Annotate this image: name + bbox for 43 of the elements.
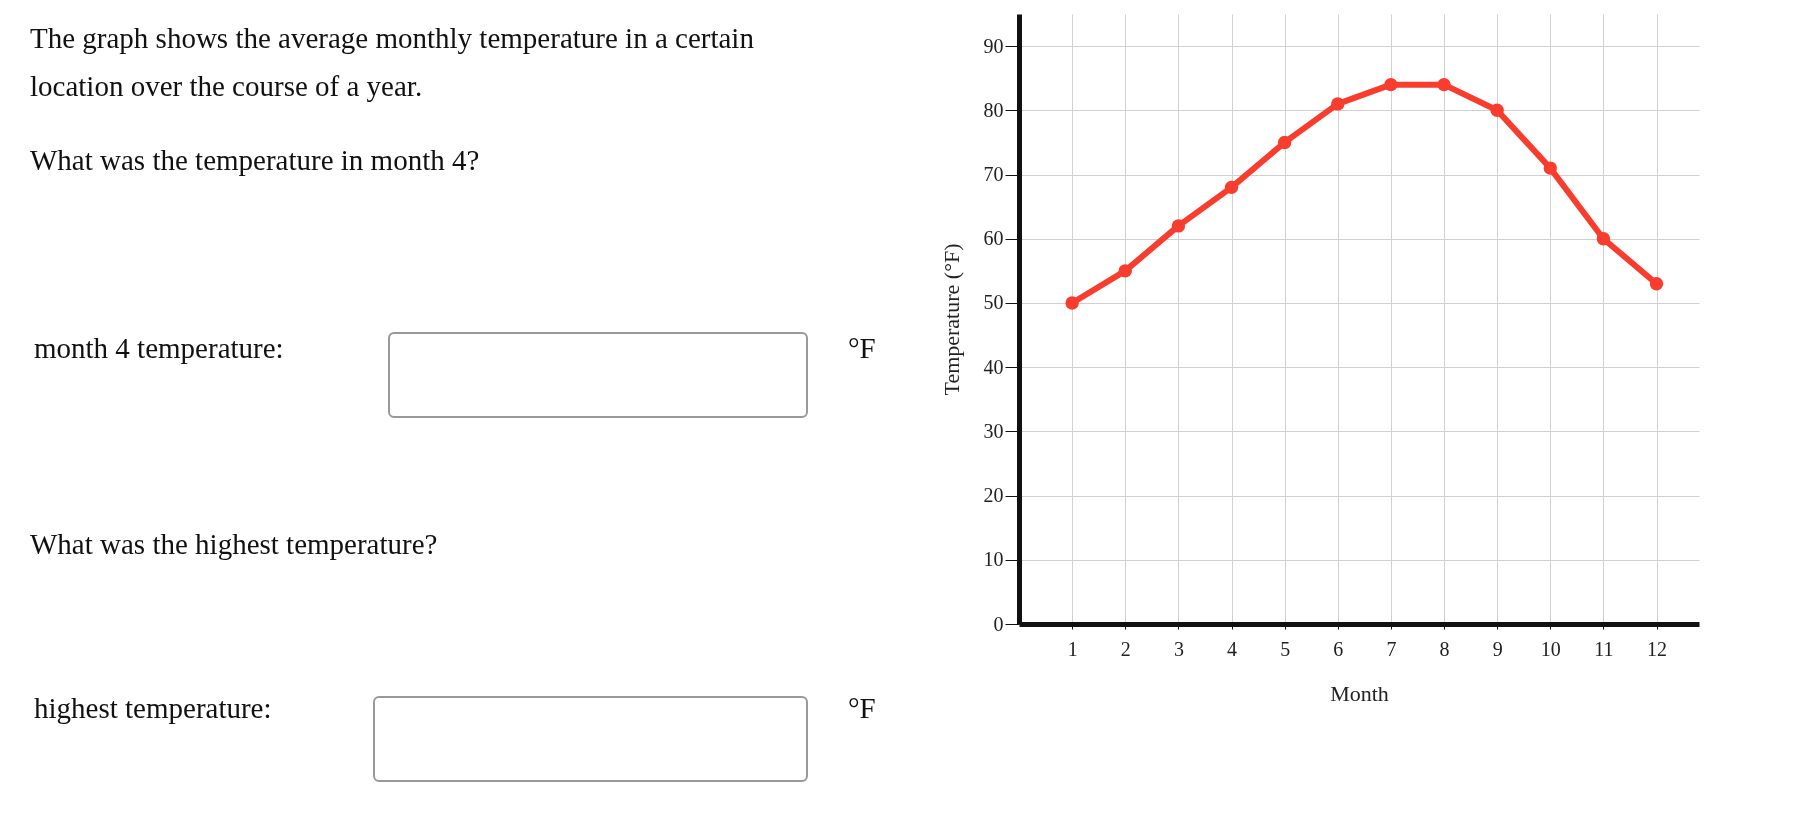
point xyxy=(1118,264,1132,278)
y-tick-label: 80 xyxy=(983,98,1004,121)
x-tick-label: 6 xyxy=(1333,637,1344,660)
x-tick-label: 3 xyxy=(1173,637,1184,660)
x-tick-label: 9 xyxy=(1492,637,1503,660)
text: What was the highest temperature? xyxy=(30,527,439,562)
point xyxy=(1543,161,1557,175)
y-tick-label: 30 xyxy=(983,419,1004,442)
x-tick-label: 12 xyxy=(1647,637,1667,660)
point xyxy=(1331,97,1345,111)
x-tick-label: 4 xyxy=(1227,637,1237,660)
y-axis-title: Temperature (°F) xyxy=(938,243,964,396)
point xyxy=(1384,77,1398,92)
text: highest temperature: xyxy=(34,691,272,726)
text: °F xyxy=(848,331,876,366)
x-tick-label: 5 xyxy=(1280,637,1291,660)
x-tick-label: 11 xyxy=(1594,637,1614,660)
x-tick-label: 8 xyxy=(1439,637,1450,660)
point xyxy=(1596,232,1611,246)
y-tick-label: 0 xyxy=(993,612,1004,635)
x-tick-label: 7 xyxy=(1386,637,1397,660)
point xyxy=(1171,219,1186,233)
y-tick-label: 40 xyxy=(983,355,1004,378)
x-tick-label: 2 xyxy=(1120,637,1131,660)
point xyxy=(1277,135,1292,150)
x-tick-label: 1 xyxy=(1067,637,1078,660)
point xyxy=(1490,103,1504,118)
y-tick-label: 90 xyxy=(983,34,1004,57)
y-tick-label: 70 xyxy=(983,163,1004,186)
point xyxy=(1649,276,1664,291)
x-tick-label: 10 xyxy=(1540,637,1561,660)
y-tick-label: 20 xyxy=(983,484,1004,507)
text: What was the temperature in month 4? xyxy=(30,143,481,178)
text: month 4 temperature: xyxy=(34,331,284,366)
y-tick-label: 10 xyxy=(983,548,1004,571)
y-tick-label: 50 xyxy=(983,291,1004,314)
point xyxy=(1065,296,1079,310)
point xyxy=(1224,180,1239,195)
text: The graph shows the average monthly temperature in a certain location over the course of a year. xyxy=(30,21,755,104)
point xyxy=(1437,77,1451,92)
y-tick-label: 60 xyxy=(983,227,1004,250)
x-axis-title: Month xyxy=(1330,680,1389,706)
text: °F xyxy=(848,691,876,726)
